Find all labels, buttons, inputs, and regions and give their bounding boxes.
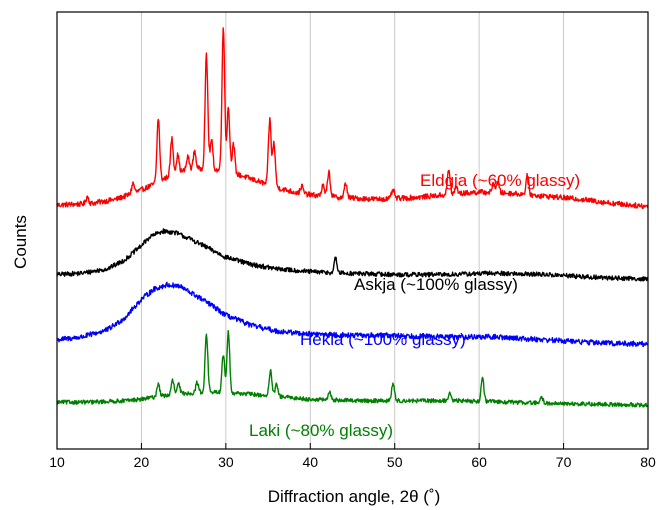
series-line-hekla <box>56 281 649 348</box>
series-line-laki <box>56 330 649 408</box>
plot-frame <box>56 11 649 450</box>
x-tick-label-70: 70 <box>556 454 572 470</box>
x-tick-label-20: 20 <box>134 454 150 470</box>
series-line-askja <box>56 228 649 282</box>
series-label-hekla: Hekla (~100% glassy) <box>300 330 466 349</box>
series-labels: Eldgja (~60% glassy) Askja (~100% glassy… <box>249 171 580 440</box>
series-label-askja: Askja (~100% glassy) <box>354 275 518 294</box>
x-tick-label-30: 30 <box>218 454 234 470</box>
series-label-eldgja: Eldgja (~60% glassy) <box>420 171 580 190</box>
x-axis-title: Diffraction angle, 2θ (˚) <box>268 487 441 506</box>
y-axis-title: Counts <box>11 215 30 269</box>
x-tick-label-10: 10 <box>49 454 65 470</box>
series-line-eldgja <box>56 27 649 210</box>
x-tick-label-50: 50 <box>387 454 403 470</box>
series-label-laki: Laki (~80% glassy) <box>249 421 393 440</box>
x-axis-ticks: 10 20 30 40 50 60 70 80 <box>49 443 656 470</box>
series-layer <box>56 27 649 408</box>
vertical-gridlines <box>140 12 565 449</box>
x-tick-label-40: 40 <box>302 454 318 470</box>
x-tick-label-60: 60 <box>471 454 487 470</box>
x-tick-label-80: 80 <box>640 454 656 470</box>
